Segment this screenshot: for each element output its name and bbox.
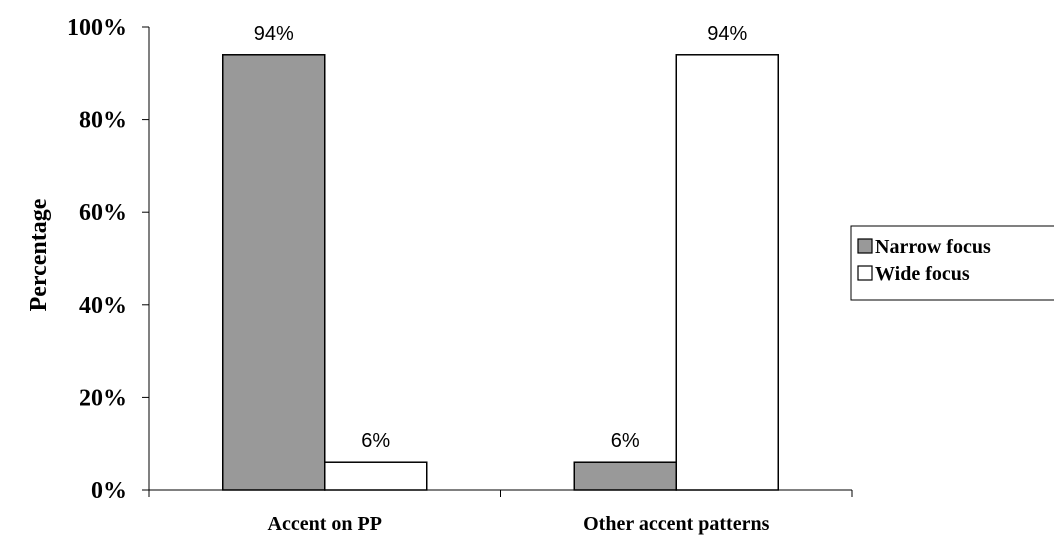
x-category-label: Accent on PP: [268, 513, 382, 535]
y-tick-label: 100%: [67, 15, 127, 41]
y-tick-label: 0%: [91, 478, 127, 504]
legend-label: Narrow focus: [875, 236, 991, 258]
y-tick-label: 80%: [79, 108, 127, 134]
data-label: 94%: [254, 23, 294, 45]
data-label: 6%: [611, 430, 640, 452]
legend-label: Wide focus: [875, 263, 970, 285]
data-label: 6%: [361, 430, 390, 452]
bar-narrow-focus: [222, 54, 326, 491]
legend-swatch: [857, 238, 873, 254]
y-tick-label: 40%: [79, 293, 127, 319]
y-axis-label: Percentage: [26, 198, 52, 311]
bar-narrow-focus: [573, 461, 677, 491]
legend: Narrow focus Wide focus: [850, 225, 1054, 301]
bar-wide-focus: [324, 461, 428, 491]
data-label: 94%: [707, 23, 747, 45]
axes: 0% 20% 40% 60% 80% 100% Accent on PP Other acce…: [67, 15, 853, 535]
data-labels: 94% 6% 6% 94%: [254, 23, 748, 452]
legend-swatch: [857, 265, 873, 281]
bars: [222, 54, 779, 491]
x-category-label: Other accent patterns: [583, 513, 769, 535]
bar-wide-focus: [675, 54, 779, 491]
y-tick-label: 60%: [79, 200, 127, 226]
legend-box: [850, 225, 1054, 301]
y-tick-label: 20%: [79, 385, 127, 411]
